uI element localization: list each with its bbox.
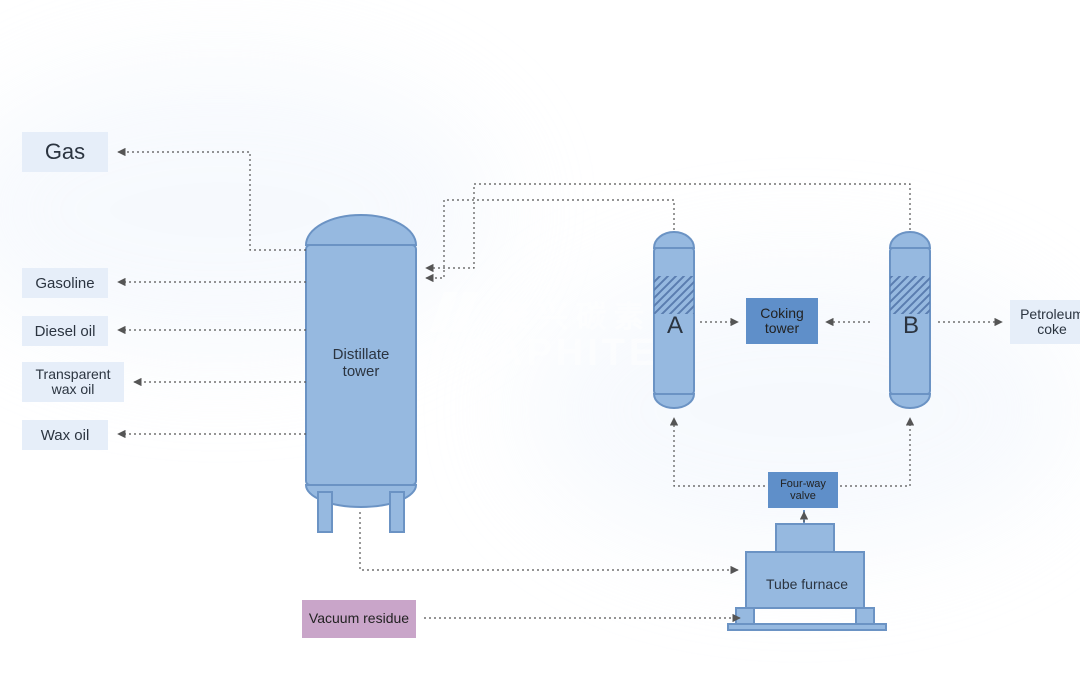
gasoline-label: Gasoline [35,275,94,292]
coker-b-label: B [903,312,919,340]
vacuum-residue-box: Vacuum residue [302,600,416,638]
tube-furnace [728,510,886,630]
connector-dist-to-furn [360,512,738,570]
coker-a-label: A [667,312,683,340]
diagram-canvas [0,0,1080,684]
gasoline-box: Gasoline [22,268,108,298]
connectors [118,152,1002,618]
waxoil-box: Wax oil [22,420,108,450]
transwax-label: Transparent wax oil [28,367,118,398]
coking-tower-label: Coking tower [752,306,812,337]
waxoil-label: Wax oil [41,427,90,444]
connector-fourway-to-b [840,418,910,486]
coking-tower-box: Coking tower [746,298,818,344]
transwax-box: Transparent wax oil [22,362,124,402]
distillate-tower-label: Distillate tower [320,346,402,380]
diesel-label: Diesel oil [35,323,96,340]
diesel-box: Diesel oil [22,316,108,346]
connector-a-to-dist [426,200,674,278]
connector-gas-out [118,152,306,250]
tube-furnace-label: Tube furnace [762,576,852,592]
petroleum-coke-box: Petroleum coke [1010,300,1080,344]
petroleum-coke-label: Petroleum coke [1016,307,1080,338]
gas-box: Gas [22,132,108,172]
vacuum-residue-label: Vacuum residue [309,611,409,626]
four-way-valve-label: Four-way valve [774,478,832,502]
connector-fourway-to-a [674,418,770,486]
gas-label: Gas [45,139,85,165]
four-way-valve-box: Four-way valve [768,472,838,508]
watermark-icon [430,292,490,344]
